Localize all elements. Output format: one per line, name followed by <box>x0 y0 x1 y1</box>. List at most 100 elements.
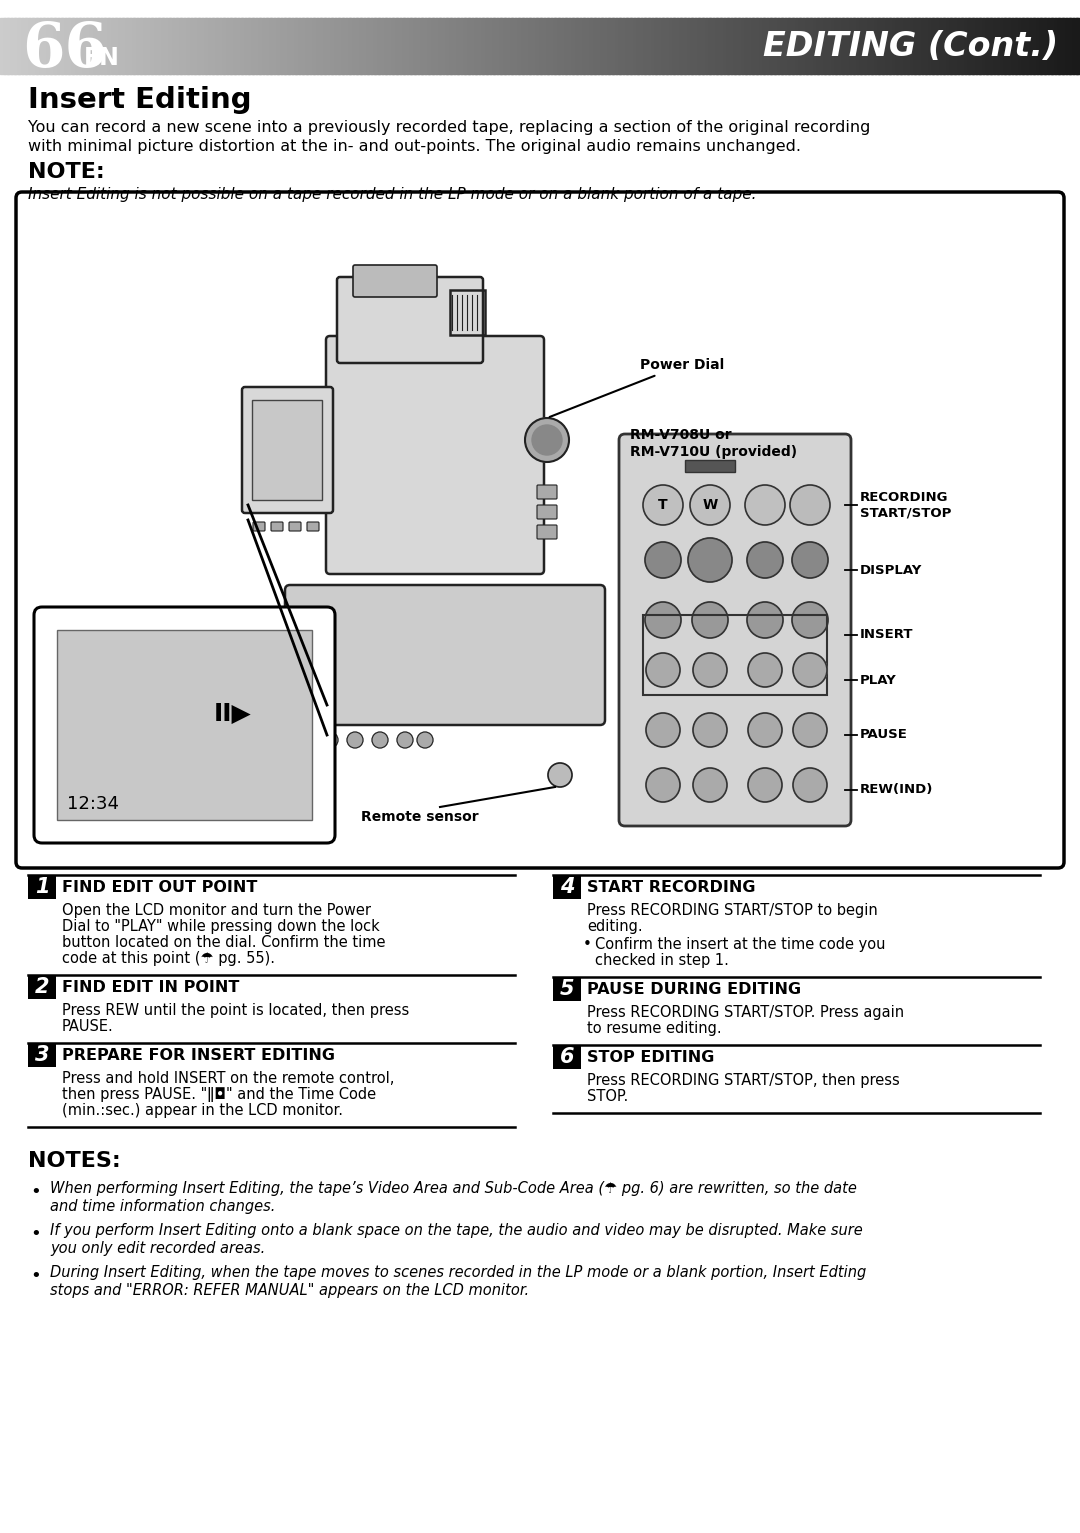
Bar <box>489 18 495 74</box>
Bar <box>656 18 660 74</box>
Bar <box>32 18 38 74</box>
Bar <box>753 18 757 74</box>
Bar <box>576 18 581 74</box>
Bar <box>1026 18 1031 74</box>
Text: Press RECORDING START/STOP to begin: Press RECORDING START/STOP to begin <box>588 903 878 918</box>
Text: PAUSE.: PAUSE. <box>62 1019 113 1033</box>
Bar <box>321 18 325 74</box>
Circle shape <box>693 713 727 747</box>
Bar <box>62 18 66 74</box>
Text: Press RECORDING START/STOP. Press again: Press RECORDING START/STOP. Press again <box>588 1006 904 1019</box>
Bar <box>486 18 491 74</box>
Bar <box>440 18 444 74</box>
Bar <box>29 18 33 74</box>
Text: Confirm the insert at the time code you: Confirm the insert at the time code you <box>595 937 886 952</box>
Bar <box>842 18 848 74</box>
Bar <box>446 18 451 74</box>
Text: During Insert Editing, when the tape moves to scenes recorded in the LP mode or : During Insert Editing, when the tape mov… <box>50 1265 866 1280</box>
Circle shape <box>397 731 413 748</box>
Text: DISPLAY: DISPLAY <box>860 564 922 576</box>
Text: FIND EDIT IN POINT: FIND EDIT IN POINT <box>62 980 240 995</box>
Bar <box>284 18 289 74</box>
Text: STOP EDITING: STOP EDITING <box>588 1050 714 1065</box>
Bar <box>256 18 260 74</box>
Bar <box>248 18 254 74</box>
FancyBboxPatch shape <box>326 336 544 573</box>
Text: (min.:sec.) appear in the LCD monitor.: (min.:sec.) appear in the LCD monitor. <box>62 1104 343 1118</box>
Bar <box>983 18 988 74</box>
Bar <box>126 18 131 74</box>
Bar <box>580 18 584 74</box>
Bar <box>767 18 772 74</box>
Bar <box>1072 18 1078 74</box>
Bar <box>375 18 379 74</box>
Bar <box>640 18 646 74</box>
Bar <box>637 18 643 74</box>
Bar <box>680 18 686 74</box>
Bar <box>151 18 157 74</box>
Bar <box>926 18 930 74</box>
Bar <box>586 18 592 74</box>
Bar <box>342 18 347 74</box>
Text: RM-V710U (provided): RM-V710U (provided) <box>630 445 797 458</box>
Text: Power Dial: Power Dial <box>550 359 725 417</box>
Bar <box>116 18 120 74</box>
Bar <box>853 18 859 74</box>
Text: PAUSE DURING EDITING: PAUSE DURING EDITING <box>588 983 801 996</box>
Bar <box>450 18 455 74</box>
Bar <box>119 18 124 74</box>
Text: •: • <box>30 1225 41 1243</box>
Bar <box>191 18 195 74</box>
Circle shape <box>548 763 572 786</box>
Bar <box>299 18 303 74</box>
FancyBboxPatch shape <box>253 523 265 530</box>
Bar <box>262 18 268 74</box>
Bar <box>111 18 117 74</box>
Bar <box>464 18 470 74</box>
Text: 3: 3 <box>35 1046 50 1065</box>
Bar <box>140 18 146 74</box>
Circle shape <box>748 713 782 747</box>
Text: checked in step 1.: checked in step 1. <box>595 954 729 967</box>
Bar <box>904 18 908 74</box>
Bar <box>673 18 678 74</box>
Bar <box>518 18 524 74</box>
Bar <box>424 18 430 74</box>
Bar <box>551 18 556 74</box>
Bar <box>1048 18 1053 74</box>
Bar <box>1055 18 1059 74</box>
Bar <box>648 18 653 74</box>
Bar <box>756 18 761 74</box>
Bar <box>219 18 225 74</box>
Text: Insert Editing: Insert Editing <box>28 86 252 113</box>
Bar <box>18 18 23 74</box>
Bar <box>234 18 239 74</box>
Bar <box>612 18 617 74</box>
Bar <box>818 18 822 74</box>
Bar <box>25 18 30 74</box>
Bar <box>846 18 851 74</box>
Bar <box>720 18 725 74</box>
Bar <box>699 18 703 74</box>
Circle shape <box>646 653 680 687</box>
Bar <box>792 18 797 74</box>
Bar <box>1012 18 1016 74</box>
Bar <box>781 18 786 74</box>
Bar <box>821 18 826 74</box>
Bar <box>97 18 103 74</box>
Bar <box>727 18 732 74</box>
Bar <box>454 18 459 74</box>
Text: REW(IND): REW(IND) <box>860 783 933 797</box>
Text: If you perform Insert Editing onto a blank space on the tape, the audio and vide: If you perform Insert Editing onto a bla… <box>50 1223 863 1239</box>
Bar <box>292 18 297 74</box>
Bar <box>1044 18 1049 74</box>
Bar <box>932 18 937 74</box>
Bar <box>565 18 570 74</box>
FancyBboxPatch shape <box>337 277 483 363</box>
Bar <box>626 18 632 74</box>
Bar <box>900 18 905 74</box>
Bar <box>742 18 746 74</box>
Bar <box>684 18 689 74</box>
Bar <box>785 18 789 74</box>
Bar <box>353 18 357 74</box>
